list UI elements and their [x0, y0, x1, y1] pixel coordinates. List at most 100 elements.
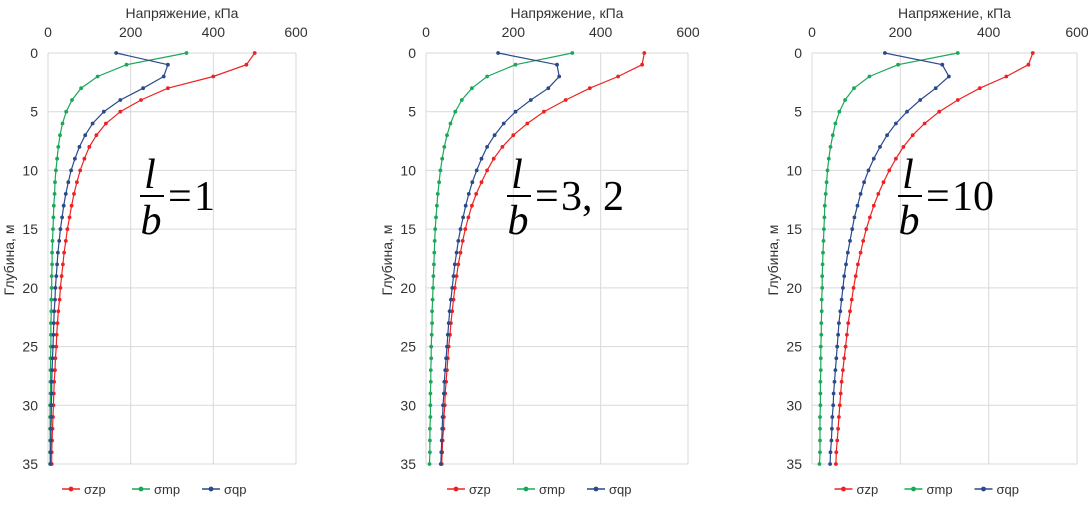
data-point [63, 192, 68, 196]
data-point [440, 426, 445, 431]
data-point [557, 74, 562, 79]
y-tick-label: 25 [786, 339, 802, 355]
data-point [864, 227, 869, 232]
y-axis-title: Глубина, м [765, 225, 781, 296]
data-point [846, 321, 851, 325]
y-tick-label: 15 [400, 221, 416, 237]
y-axis-title: Глубина, м [379, 225, 395, 296]
data-point [101, 109, 106, 114]
legend-marker [841, 486, 846, 492]
legend-marker [68, 486, 74, 492]
data-point [466, 192, 471, 196]
data-point [848, 239, 852, 243]
data-point [58, 227, 63, 232]
data-point [819, 332, 824, 337]
data-point [570, 51, 575, 55]
data-point [49, 297, 54, 302]
data-point [431, 274, 436, 278]
data-point [48, 462, 53, 466]
data-point [73, 156, 77, 161]
data-point [49, 309, 54, 314]
y-tick-label: 10 [786, 162, 802, 178]
data-point [933, 86, 938, 91]
data-point [62, 250, 66, 255]
series-3 [48, 51, 170, 466]
data-point [839, 379, 844, 384]
data-point [470, 86, 474, 91]
data-point [69, 168, 73, 173]
formula-annotation: lb= 3, 2 [507, 152, 624, 244]
data-point [821, 239, 826, 243]
data-point [839, 297, 844, 302]
y-tick-label: 25 [400, 339, 416, 355]
data-point [1004, 74, 1009, 79]
data-point [845, 332, 849, 337]
data-point [51, 321, 56, 325]
data-point [818, 379, 823, 384]
legend-label: σzp [857, 482, 879, 497]
y-tick-label: 10 [22, 162, 38, 178]
data-point [450, 286, 455, 290]
data-point [444, 356, 448, 361]
data-point [868, 215, 872, 220]
data-point [876, 192, 881, 196]
chart-panel-1: 0 200 400 600 0 5 10 15 20 25 30 35 Напряжение, кПа Г… [1, 5, 308, 497]
data-point [61, 262, 65, 267]
data-point [51, 332, 56, 337]
formula-annotation: lb= 10 [898, 152, 994, 244]
data-point [853, 274, 858, 278]
data-point [445, 344, 449, 349]
data-point [834, 450, 839, 455]
legend-item-3: σqp [974, 482, 1019, 497]
data-point [1026, 62, 1031, 67]
data-point [821, 250, 825, 255]
data-point [428, 450, 432, 455]
data-point [428, 426, 432, 431]
formula-denominator: b [141, 198, 162, 244]
data-point [822, 215, 827, 220]
data-point [955, 51, 960, 55]
data-point [427, 462, 432, 466]
series-line [428, 52, 573, 465]
data-point [252, 51, 257, 55]
data-point [51, 215, 56, 220]
y-tick-label: 30 [400, 397, 416, 413]
series-line [49, 52, 169, 464]
data-point [49, 403, 54, 408]
formula-value: 3, 2 [561, 174, 624, 220]
data-point [828, 450, 833, 455]
data-point [829, 438, 834, 443]
legend-item-1: σzp [62, 482, 106, 497]
legend-marker [138, 486, 144, 492]
data-point [474, 192, 479, 196]
chart-panel-2: 0 200 400 600 0 5 10 15 20 25 30 35 Напряжение, кПа Г… [379, 5, 700, 497]
data-point [937, 109, 942, 114]
formula-denominator: b [899, 198, 920, 244]
formula-equals: = [535, 174, 559, 220]
data-point [51, 203, 56, 208]
data-point [434, 215, 438, 220]
data-point [428, 438, 432, 443]
data-point [446, 321, 451, 325]
y-tick-label: 20 [22, 280, 38, 296]
data-point [53, 180, 57, 185]
data-point [500, 145, 505, 149]
data-point [456, 262, 461, 267]
formula-numerator: l [511, 152, 523, 198]
data-point [587, 86, 592, 91]
legend-item-2: σmp [132, 482, 180, 497]
series-3 [438, 51, 562, 466]
data-point [435, 192, 440, 196]
formula-numerator: l [144, 152, 156, 198]
y-tick-label: 25 [22, 339, 38, 355]
data-point [54, 274, 59, 278]
y-tick-label: 20 [786, 280, 802, 296]
series-1 [439, 51, 647, 466]
data-point [825, 168, 830, 173]
data-point [837, 321, 841, 325]
data-point [858, 192, 863, 196]
data-point [894, 121, 898, 126]
data-point [49, 379, 54, 384]
data-point [856, 262, 860, 267]
